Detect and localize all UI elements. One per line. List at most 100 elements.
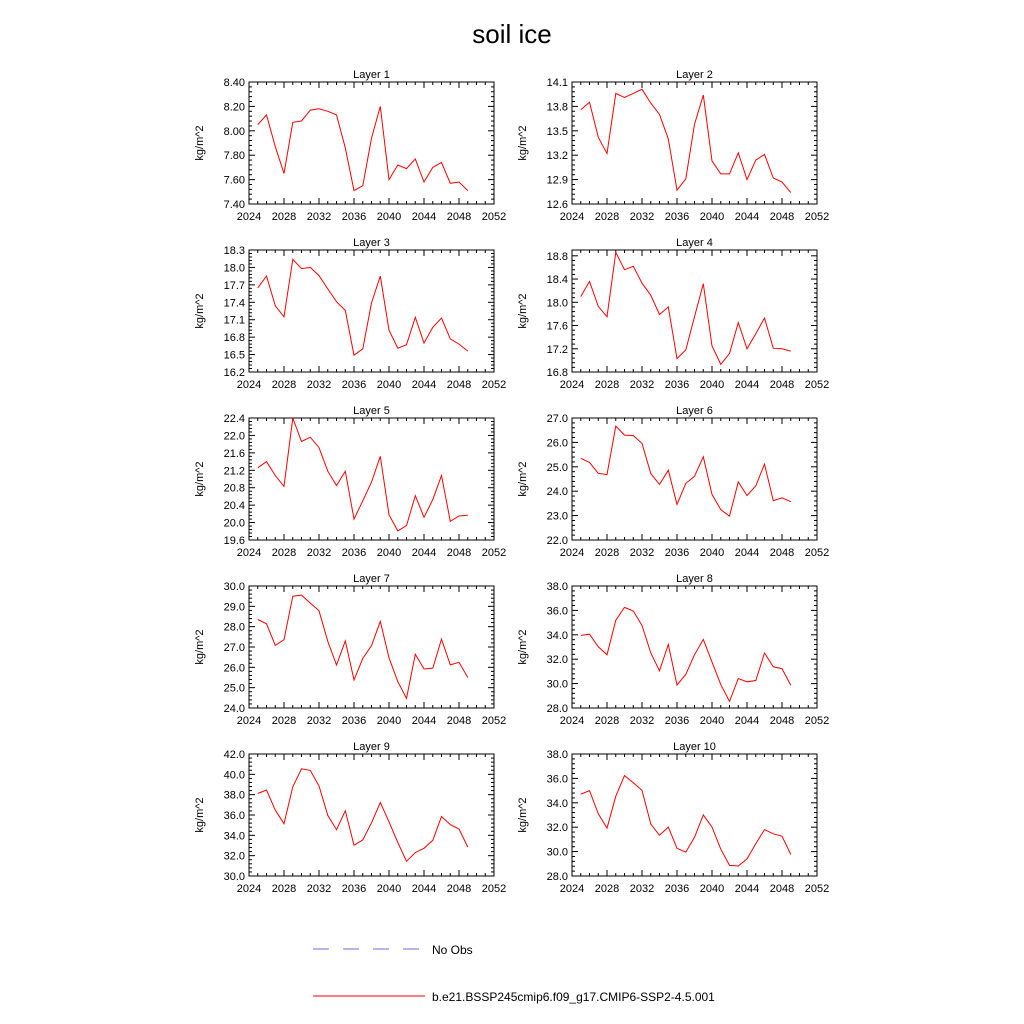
x-tick-label: 2044 — [735, 547, 759, 559]
x-tick-label: 2028 — [595, 883, 619, 895]
y-axis-label: kg/m^2 — [194, 461, 206, 496]
x-tick-label: 2052 — [805, 379, 829, 391]
x-tick-label: 2040 — [700, 211, 724, 223]
y-tick-label: 18.0 — [547, 297, 568, 309]
x-tick-label: 2024 — [237, 379, 261, 391]
x-tick-label: 2048 — [770, 379, 794, 391]
x-tick-label: 2044 — [412, 379, 436, 391]
y-tick-label: 12.9 — [547, 175, 568, 187]
x-tick-label: 2032 — [307, 211, 331, 223]
x-tick-label: 2048 — [447, 883, 471, 895]
legend-no-obs-label: No Obs — [432, 943, 473, 957]
y-tick-label: 13.8 — [547, 101, 568, 113]
panel-layer-1: Layer 1 kg/m^2 2024 2028 2032 2036 2040 2044 204… — [194, 69, 506, 223]
y-tick-label: 13.2 — [547, 150, 568, 162]
x-tick-label: 2044 — [412, 547, 436, 559]
y-tick-label: 7.60 — [224, 175, 245, 187]
x-tick-label: 2040 — [700, 547, 724, 559]
x-tick-label: 2048 — [447, 547, 471, 559]
x-tick-label: 2028 — [272, 379, 296, 391]
x-tick-label: 2044 — [735, 211, 759, 223]
x-tick-label: 2024 — [560, 211, 584, 223]
y-axis-label: kg/m^2 — [517, 629, 529, 664]
x-tick-label: 2036 — [342, 715, 366, 727]
series-line — [257, 258, 469, 357]
y-tick-label: 27.0 — [547, 413, 568, 425]
x-tick-label: 2032 — [630, 883, 654, 895]
x-tick-label: 2028 — [272, 547, 296, 559]
x-tick-label: 2044 — [735, 715, 759, 727]
x-tick-label: 2036 — [665, 883, 689, 895]
y-tick-label: 19.6 — [224, 535, 245, 547]
y-tick-label: 17.1 — [224, 315, 245, 327]
series-line — [580, 425, 792, 517]
y-tick-label: 17.2 — [547, 344, 568, 356]
y-tick-label: 26.0 — [224, 662, 245, 674]
x-tick-label: 2024 — [237, 715, 261, 727]
series-line — [257, 594, 469, 700]
x-tick-label: 2028 — [272, 883, 296, 895]
x-tick-label: 2044 — [412, 715, 436, 727]
y-tick-label: 40.0 — [224, 769, 245, 781]
y-tick-label: 36.0 — [547, 773, 568, 785]
y-tick-label: 28.0 — [547, 703, 568, 715]
y-tick-label: 13.5 — [547, 126, 568, 138]
x-tick-label: 2028 — [595, 211, 619, 223]
x-tick-label: 2024 — [560, 379, 584, 391]
y-axis-label: kg/m^2 — [194, 797, 206, 832]
y-tick-label: 8.20 — [224, 101, 245, 113]
y-tick-label: 42.0 — [224, 749, 245, 761]
x-tick-label: 2052 — [805, 883, 829, 895]
panel-layer-9: Layer 9 kg/m^2 2024 2028 2032 2036 2040 2044 204… — [194, 741, 506, 895]
x-tick-label: 2028 — [272, 211, 296, 223]
y-tick-label: 34.0 — [547, 798, 568, 810]
x-tick-label: 2040 — [700, 379, 724, 391]
y-tick-label: 38.0 — [547, 749, 568, 761]
x-tick-label: 2040 — [377, 883, 401, 895]
y-axis-label: kg/m^2 — [517, 461, 529, 496]
x-tick-label: 2048 — [447, 211, 471, 223]
series-line — [257, 417, 468, 532]
y-tick-label: 30.0 — [547, 847, 568, 859]
x-tick-label: 2052 — [482, 715, 506, 727]
plot-frame — [571, 249, 818, 373]
y-tick-label: 28.0 — [224, 622, 245, 634]
y-tick-label: 29.0 — [224, 601, 245, 613]
plot-frame — [248, 81, 495, 205]
y-axis-label: kg/m^2 — [194, 125, 206, 160]
y-tick-label: 17.6 — [547, 321, 568, 333]
y-tick-label: 30.0 — [224, 581, 245, 593]
y-tick-label: 34.0 — [547, 630, 568, 642]
panel-layer-7: Layer 7 kg/m^2 2024 2028 2032 2036 2040 2044 204… — [194, 573, 506, 727]
legend: No Obs b.e21.BSSP245cmip6.f09_g17.CMIP6-… — [313, 943, 715, 1004]
x-tick-label: 2040 — [700, 883, 724, 895]
x-tick-label: 2036 — [342, 883, 366, 895]
y-tick-label: 16.2 — [224, 367, 245, 379]
x-tick-label: 2040 — [700, 715, 724, 727]
x-tick-label: 2052 — [482, 547, 506, 559]
x-tick-label: 2040 — [377, 715, 401, 727]
x-tick-label: 2036 — [665, 379, 689, 391]
y-tick-label: 18.8 — [547, 251, 568, 263]
y-tick-label: 24.0 — [547, 486, 568, 498]
y-tick-label: 22.4 — [224, 413, 245, 425]
y-tick-label: 17.7 — [224, 280, 245, 292]
x-tick-label: 2052 — [482, 883, 506, 895]
x-tick-label: 2048 — [447, 715, 471, 727]
panel-layer-4: Layer 4 kg/m^2 2024 2028 2032 2036 2040 2044 204… — [517, 237, 829, 391]
y-tick-label: 8.40 — [224, 77, 245, 89]
panel-layer-10: Layer 10 kg/m^2 2024 2028 2032 2036 2040 2044 20… — [517, 741, 829, 895]
x-tick-label: 2036 — [342, 547, 366, 559]
y-tick-label: 21.2 — [224, 465, 245, 477]
x-tick-label: 2024 — [237, 547, 261, 559]
y-tick-label: 23.0 — [547, 511, 568, 523]
panel-layer-2: Layer 2 kg/m^2 2024 2028 2032 2036 2040 2044 204… — [517, 69, 829, 223]
y-tick-label: 18.0 — [224, 262, 245, 274]
y-tick-label: 20.4 — [224, 500, 245, 512]
y-tick-label: 30.0 — [547, 679, 568, 691]
x-tick-label: 2052 — [805, 715, 829, 727]
series-line — [580, 774, 792, 867]
y-tick-label: 17.4 — [224, 297, 245, 309]
y-tick-label: 32.0 — [547, 822, 568, 834]
